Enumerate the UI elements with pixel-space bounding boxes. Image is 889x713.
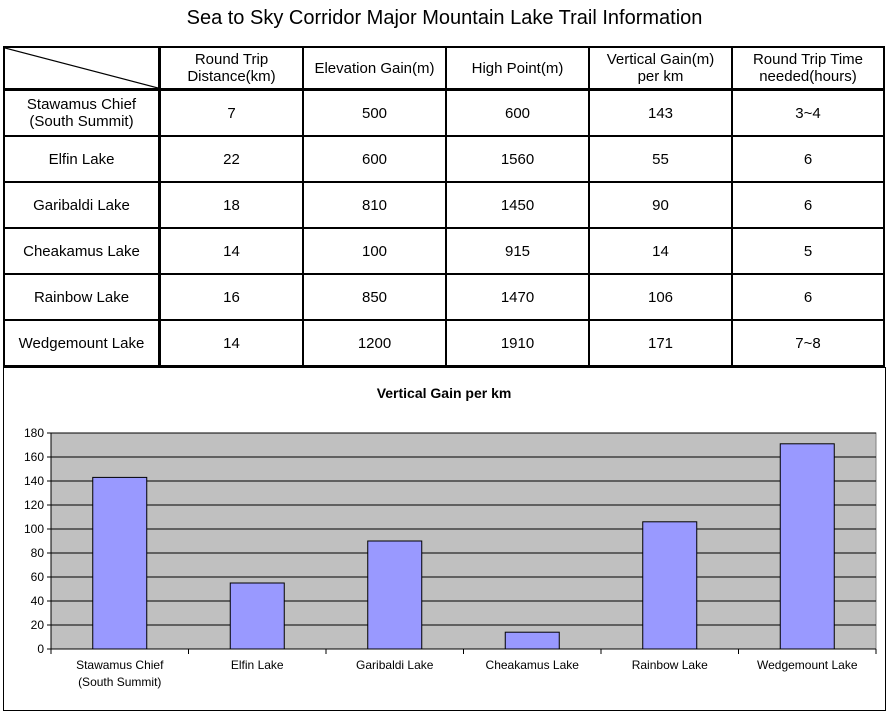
bar (229, 582, 285, 650)
category-label: Rainbow Lake (632, 658, 708, 672)
trail-name-cell: Stawamus Chief (South Summit) (3, 88, 161, 137)
category-label: Garibaldi Lake (356, 658, 434, 672)
table-header-row: Round Trip Distance(km) Elevation Gain(m)… (3, 46, 885, 91)
table-cell: 7 (158, 88, 304, 137)
plot-area (50, 432, 877, 650)
category-label: Wedgemount Lake (757, 658, 858, 672)
table-cell: 1200 (302, 319, 447, 367)
column-header: High Point(m) (445, 46, 590, 91)
table-cell: 1450 (445, 181, 590, 229)
table-cell: 14 (158, 227, 304, 275)
table-cell: 22 (158, 135, 304, 183)
chart-title: Vertical Gain per km (377, 385, 512, 401)
table-cell: 171 (588, 319, 733, 367)
trail-name-cell: Elfin Lake (3, 135, 161, 183)
table-cell: 90 (588, 181, 733, 229)
y-tick-label: 0 (37, 642, 44, 656)
y-tick-label: 100 (24, 522, 44, 536)
table-cell: 1910 (445, 319, 590, 367)
table-row: Garibaldi Lake 18 810 1450 90 6 (3, 181, 885, 229)
table-cell: 106 (588, 273, 733, 321)
table-cell: 850 (302, 273, 447, 321)
trail-name-cell: Wedgemount Lake (3, 319, 161, 367)
category-label: Elfin Lake (231, 658, 284, 672)
table-cell: 915 (445, 227, 590, 275)
y-tick-label: 20 (31, 618, 45, 632)
y-tick-label: 180 (24, 426, 44, 440)
y-tick-label: 40 (31, 594, 45, 608)
bar (92, 476, 148, 650)
chart-frame: Vertical Gain per km 0 20 40 60 80 100 120 140 16… (3, 367, 886, 711)
table-cell: 14 (588, 227, 733, 275)
column-header: Round Trip Time needed(hours) (731, 46, 885, 91)
column-header: Round Trip Distance(km) (158, 46, 304, 91)
table-cell: 16 (158, 273, 304, 321)
table-cell: 500 (302, 88, 447, 137)
trail-name-cell: Cheakamus Lake (3, 227, 161, 275)
table-row: Elfin Lake 22 600 1560 55 6 (3, 135, 885, 183)
bar (779, 443, 835, 650)
y-tick-label: 160 (24, 450, 44, 464)
y-tick-label: 60 (31, 570, 45, 584)
diagonal-line (5, 48, 158, 88)
y-tick-label: 140 (24, 474, 44, 488)
bar-chart: Vertical Gain per km 0 20 40 60 80 100 120 140 16… (24, 385, 877, 689)
table-cell: 6 (731, 273, 885, 321)
table-cell: 600 (445, 88, 590, 137)
category-label: Cheakamus Lake (486, 658, 580, 672)
table-row: Cheakamus Lake 14 100 915 14 5 (3, 227, 885, 275)
table-cell: 55 (588, 135, 733, 183)
table-cell: 1560 (445, 135, 590, 183)
table-cell: 143 (588, 88, 733, 137)
table-cell: 18 (158, 181, 304, 229)
table-cell: 100 (302, 227, 447, 275)
column-header: Elevation Gain(m) (302, 46, 447, 91)
trail-name-cell: Rainbow Lake (3, 273, 161, 321)
bar (504, 631, 560, 650)
table-cell: 6 (731, 135, 885, 183)
table-row: Stawamus Chief (South Summit) 7 500 600 1… (3, 88, 885, 137)
trail-name-cell: Garibaldi Lake (3, 181, 161, 229)
table-row: Wedgemount Lake 14 1200 1910 171 7~8 (3, 319, 885, 367)
table-cell: 1470 (445, 273, 590, 321)
table-cell: 600 (302, 135, 447, 183)
bar (642, 521, 698, 650)
table-cell: 14 (158, 319, 304, 367)
table-cell: 3~4 (731, 88, 885, 137)
table-cell: 6 (731, 181, 885, 229)
y-tick-label: 120 (24, 498, 44, 512)
table-cell: 7~8 (731, 319, 885, 367)
page-title: Sea to Sky Corridor Major Mountain Lake … (186, 7, 703, 29)
trail-table: Round Trip Distance(km) Elevation Gain(m)… (3, 46, 885, 367)
category-label: Stawamus Chief (South Summit) (76, 658, 164, 689)
table-cell: 5 (731, 227, 885, 275)
table-cell: 810 (302, 181, 447, 229)
y-tick-label: 80 (31, 546, 45, 560)
column-header: Vertical Gain(m) per km (588, 46, 733, 91)
table-row: Rainbow Lake 16 850 1470 106 6 (3, 273, 885, 321)
corner-cell (3, 46, 161, 91)
bar (367, 540, 423, 650)
